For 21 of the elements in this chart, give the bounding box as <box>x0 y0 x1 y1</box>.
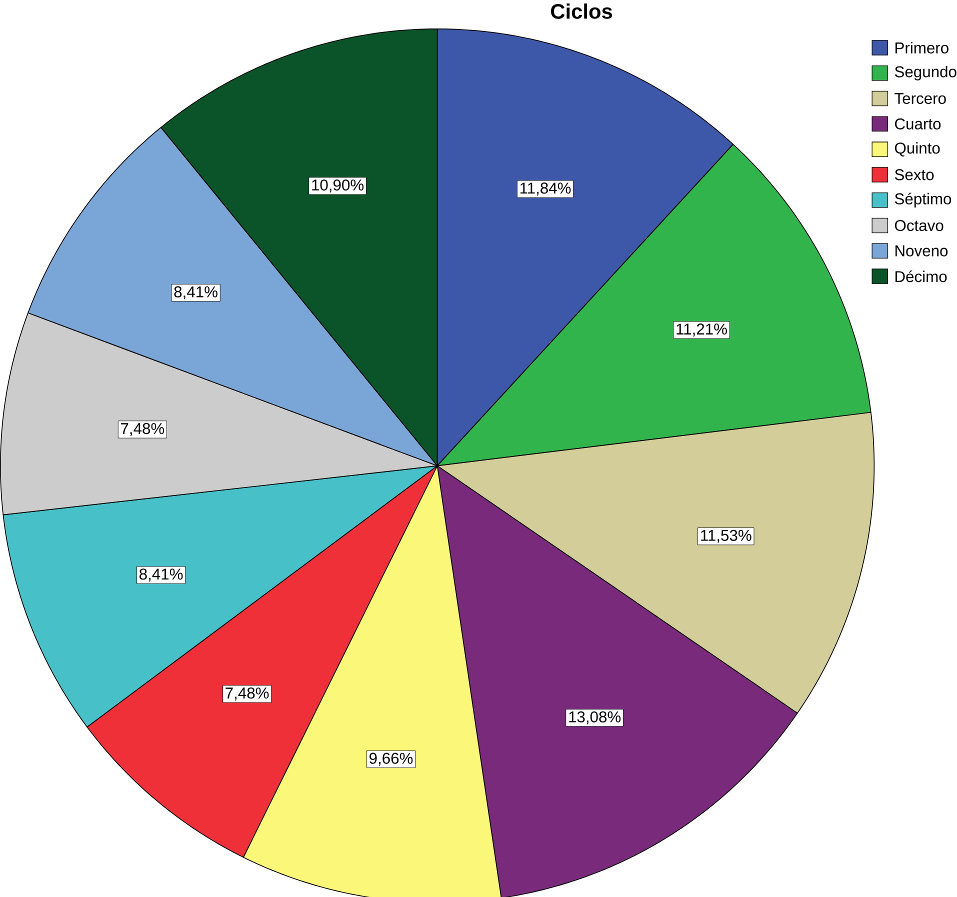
data-label: 13,08% <box>569 711 621 724</box>
legend-label: Sexto <box>894 168 934 180</box>
legend-label: Primero <box>896 42 948 54</box>
data-label: 10,90% <box>312 179 364 192</box>
chart-title: Ciclos <box>551 3 612 19</box>
data-label: 11,84% <box>520 182 571 196</box>
legend-label: Octavo <box>894 220 944 231</box>
legend-label: Noveno <box>896 245 948 256</box>
data-label: 9,66% <box>370 752 413 766</box>
data-label: 7,48% <box>121 422 164 436</box>
data-label: 8,41% <box>174 286 218 300</box>
data-label: 8,41% <box>140 568 183 582</box>
legend-label: Décimo <box>896 270 947 282</box>
legend-label: Cuarto <box>895 118 941 130</box>
legend-label: Tercero <box>894 92 946 104</box>
legend-label: Séptimo <box>894 192 952 208</box>
legend-label: Segundo <box>894 66 956 80</box>
data-label: 7,48% <box>226 687 269 700</box>
legend-label: Quinto <box>894 142 940 156</box>
data-label: 11,21% <box>676 323 727 336</box>
data-label: 11,53% <box>701 530 752 543</box>
